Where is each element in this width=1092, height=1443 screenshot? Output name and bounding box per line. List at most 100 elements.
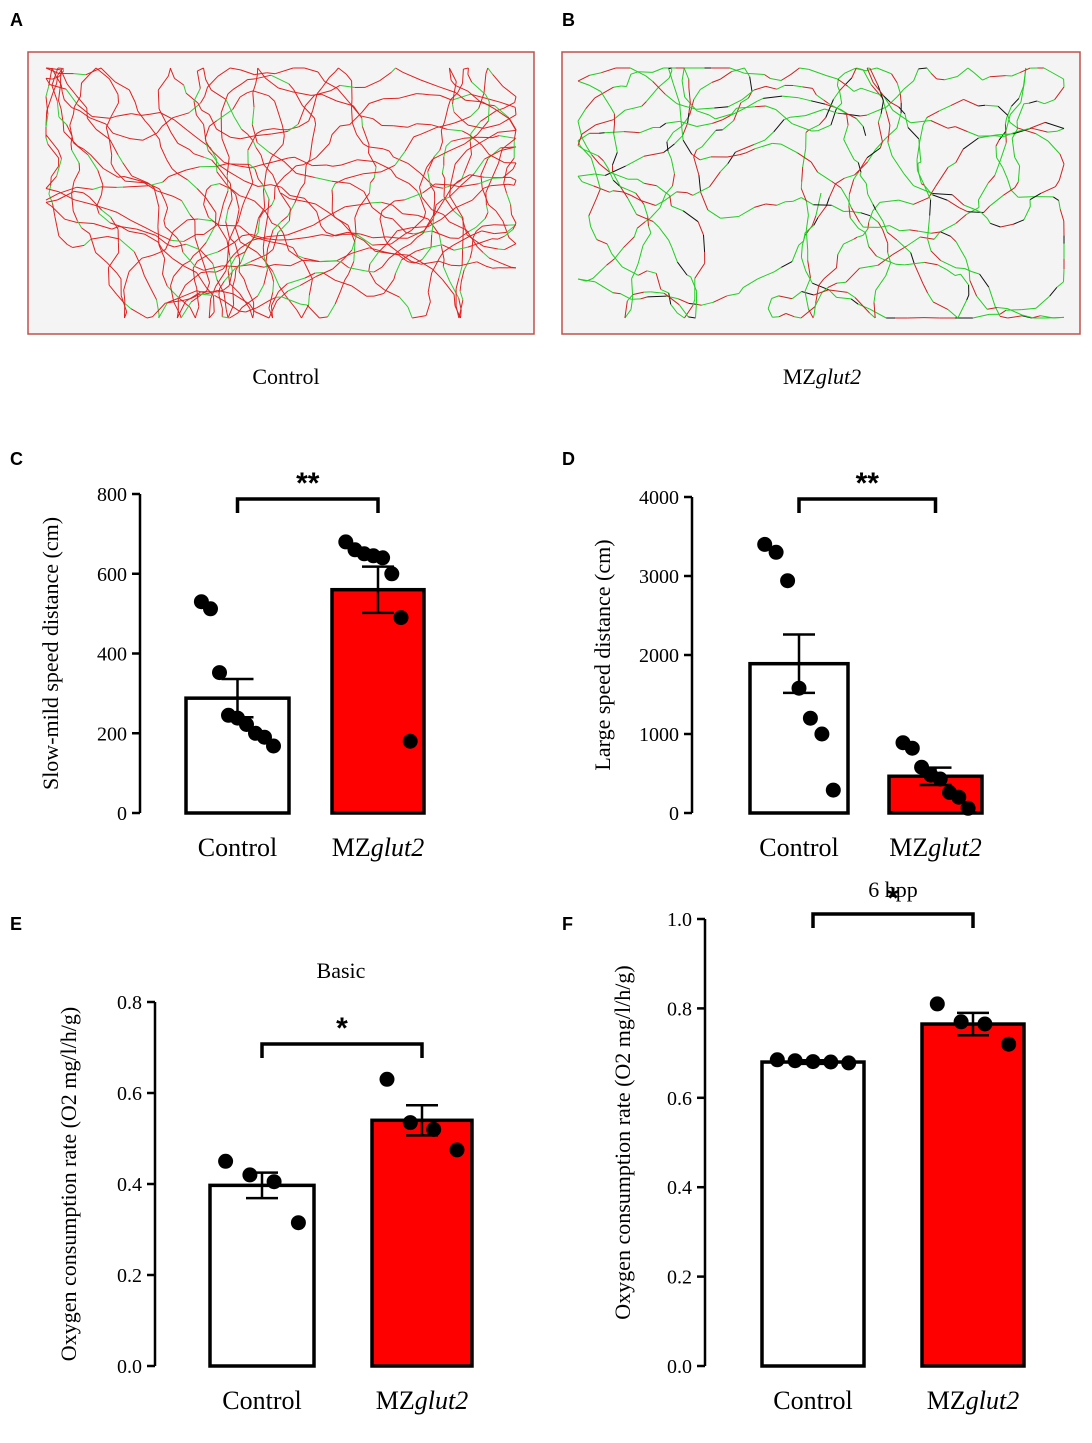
trajectory-control-segment (309, 295, 310, 305)
data-point (905, 741, 920, 756)
data-point (792, 681, 807, 696)
data-point (380, 1072, 395, 1087)
data-point (770, 1052, 785, 1067)
trajectory-control-segment (219, 289, 220, 296)
y-tick-label: 4000 (639, 487, 679, 509)
trajectory-control-segment (118, 94, 119, 102)
data-point (267, 1174, 282, 1189)
trajectory-mzglut2-segment (969, 271, 970, 281)
data-point (961, 801, 976, 816)
significance-bracket (813, 914, 973, 928)
panel-letter-f: F (562, 914, 573, 934)
bar-control (762, 1062, 864, 1366)
data-point (826, 783, 841, 798)
y-tick-label: 0.2 (117, 1265, 142, 1287)
trajectory-mzglut2-segment (638, 72, 652, 73)
x-tick-label: MZglut2 (376, 1386, 468, 1415)
trajectory-mzglut2-segment (621, 86, 626, 87)
data-point (403, 1115, 418, 1130)
y-tick-label: 0 (669, 803, 679, 825)
y-tick-label: 0.8 (117, 992, 142, 1014)
trajectory-control-segment (108, 268, 109, 286)
trajectory-control-segment (383, 98, 399, 99)
trajectory-control-segment (79, 163, 80, 170)
data-point (977, 1017, 992, 1032)
trajectory-control-segment (493, 178, 503, 179)
y-tick-label: 600 (97, 564, 127, 586)
y-tick-label: 400 (97, 644, 127, 666)
trajectory-mzglut2-segment (1046, 317, 1064, 318)
trajectory-mzglut2 (562, 52, 1080, 334)
trajectory-mzglut2-segment (813, 205, 831, 206)
y-axis-label: Large speed distance (cm) (590, 539, 615, 770)
significance-label: * (336, 1012, 348, 1045)
data-point (823, 1055, 838, 1070)
trajectory-control-segment (118, 177, 124, 178)
trajectory-control-segment (220, 225, 240, 226)
x-tick-label: MZglut2 (332, 833, 424, 862)
trajectory-control-segment (332, 190, 333, 196)
y-tick-label: 1.0 (667, 909, 692, 931)
trajectory-control-segment (451, 265, 460, 266)
trajectory-control-segment (431, 235, 432, 248)
trajectory-mzglut2-segment (1024, 103, 1029, 104)
trajectory-mzglut2-segment (978, 200, 979, 207)
y-axis-label: Slow-mild speed distance (cm) (38, 517, 63, 790)
y-tick-label: 0.4 (667, 1177, 692, 1199)
y-tick-label: 800 (97, 484, 127, 506)
data-point (806, 1054, 821, 1069)
data-point (426, 1122, 441, 1137)
trajectory-control-segment (214, 296, 215, 312)
x-tick-label: Control (198, 833, 277, 862)
data-point (814, 727, 829, 742)
y-tick-label: 0.2 (667, 1267, 692, 1289)
bar-control (210, 1185, 314, 1366)
caption-mzglut2-prefix: MZ (783, 364, 816, 389)
data-point (933, 772, 948, 787)
trajectory-mzglut2-segment (956, 268, 965, 269)
caption-control: Control (252, 364, 319, 389)
bar-mzglut2 (332, 590, 424, 813)
trajectory-control-segment (498, 249, 505, 250)
data-point (841, 1055, 856, 1070)
data-point (242, 1167, 257, 1182)
trajectory-mzglut2-segment (996, 146, 997, 157)
y-axis-label: Oxygen consumption rate (O2 mg/l/h/g) (56, 1007, 81, 1361)
y-tick-label: 0.6 (667, 1088, 692, 1110)
data-point (203, 601, 218, 616)
trajectory-mzglut2-segment (1064, 269, 1065, 282)
data-point (291, 1215, 306, 1230)
y-tick-label: 3000 (639, 566, 679, 588)
significance-bracket (799, 499, 936, 513)
trajectory-control-segment (235, 270, 236, 278)
trajectory-control-segment (101, 187, 117, 188)
trajectory-control-segment (111, 155, 112, 163)
trajectory-control-segment (429, 95, 440, 96)
data-point (218, 1154, 233, 1169)
data-point (1001, 1037, 1016, 1052)
data-point (930, 996, 945, 1011)
significance-label: * (887, 882, 899, 915)
x-tick-label: Control (222, 1386, 301, 1415)
panel-letter-d: D (562, 449, 575, 469)
data-point (803, 711, 818, 726)
panel-letter-a: A (10, 10, 23, 30)
trajectory-control-segment (463, 229, 464, 246)
significance-bracket (238, 499, 379, 513)
data-point (403, 734, 418, 749)
y-tick-label: 0.6 (117, 1083, 142, 1105)
data-point (375, 550, 390, 565)
trajectory-control-segment (222, 266, 236, 267)
panel-letter-c: C (10, 449, 23, 469)
trajectory-control-segment (312, 165, 326, 166)
trajectory-control-segment (221, 129, 222, 139)
trajectory-control-segment (370, 202, 381, 203)
data-point (266, 739, 281, 754)
y-axis-label: Oxygen consumption rate (O2 mg/l/h/g) (610, 965, 635, 1319)
trajectory-control-segment (369, 145, 370, 154)
y-tick-label: 0.8 (667, 998, 692, 1020)
